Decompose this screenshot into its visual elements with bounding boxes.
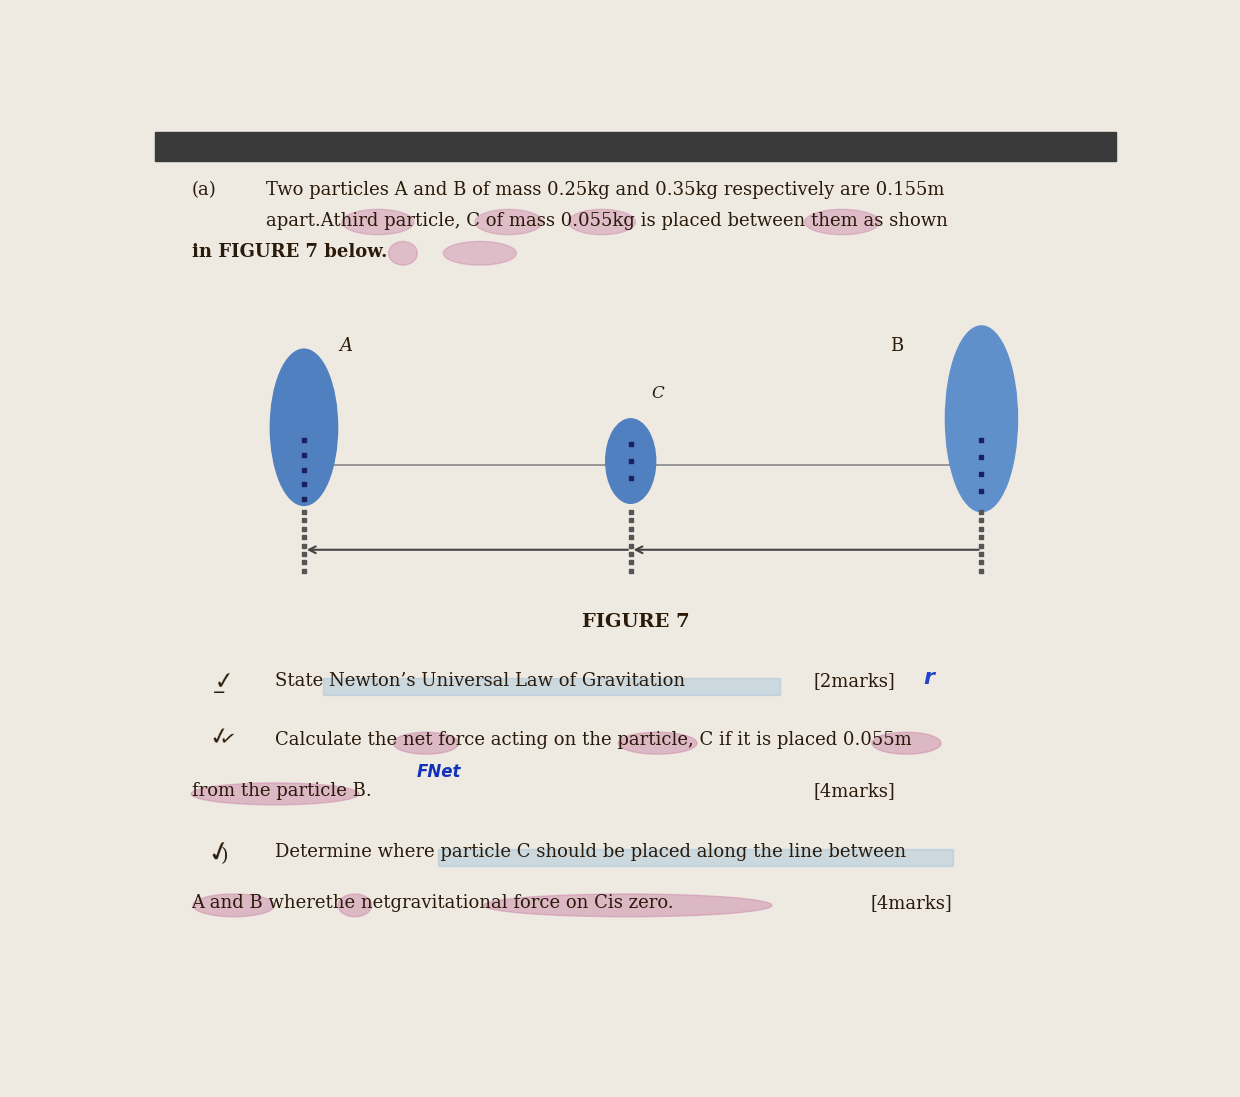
Bar: [439, 849, 952, 866]
Text: A: A: [340, 338, 352, 355]
Text: Two particles A and B of mass 0.25kg and 0.35kg respectively are 0.155m: Two particles A and B of mass 0.25kg and…: [265, 181, 944, 199]
Ellipse shape: [605, 419, 656, 504]
Text: r: r: [924, 668, 935, 688]
Bar: [155, 132, 1116, 161]
Text: Determine where particle C should be placed along the line between: Determine where particle C should be pla…: [275, 842, 906, 861]
Ellipse shape: [339, 894, 372, 917]
Ellipse shape: [342, 210, 414, 235]
Text: ✓: ✓: [217, 730, 237, 751]
Text: [2marks]: [2marks]: [813, 672, 895, 690]
Text: A and B wherethe netgravitational force on Cis zero.: A and B wherethe netgravitational force …: [191, 894, 675, 912]
Text: ): ): [221, 847, 228, 866]
Text: apart.Athird particle, C of mass 0.055kg is placed between them as shown: apart.Athird particle, C of mass 0.055kg…: [265, 212, 947, 230]
Ellipse shape: [270, 349, 337, 506]
Ellipse shape: [444, 241, 516, 265]
Ellipse shape: [568, 210, 635, 235]
Text: in FIGURE 7 below.: in FIGURE 7 below.: [191, 244, 387, 261]
Ellipse shape: [805, 210, 879, 235]
Ellipse shape: [475, 210, 542, 235]
Text: from the particle B.: from the particle B.: [191, 782, 371, 800]
Text: FIGURE 7: FIGURE 7: [582, 613, 689, 631]
Ellipse shape: [619, 732, 697, 754]
Ellipse shape: [388, 241, 418, 265]
Text: FNet: FNet: [417, 764, 461, 781]
Text: ✓: ✓: [208, 723, 232, 750]
Ellipse shape: [945, 326, 1018, 511]
Ellipse shape: [872, 732, 941, 754]
Ellipse shape: [193, 894, 274, 917]
Ellipse shape: [191, 783, 360, 805]
Bar: [324, 678, 780, 695]
Text: State Newton’s Universal Law of Gravitation: State Newton’s Universal Law of Gravitat…: [275, 672, 686, 690]
Text: ✓: ✓: [205, 836, 234, 869]
Text: [4marks]: [4marks]: [870, 894, 952, 912]
Ellipse shape: [484, 894, 773, 917]
Ellipse shape: [393, 732, 459, 754]
Text: [4marks]: [4marks]: [813, 782, 895, 800]
Text: Calculate the net force acting on the particle, C if it is placed 0.055m: Calculate the net force acting on the pa…: [275, 732, 911, 749]
Text: C: C: [652, 385, 665, 402]
Text: (a): (a): [191, 181, 216, 199]
Text: B: B: [890, 338, 904, 355]
Text: ✓: ✓: [213, 668, 234, 693]
